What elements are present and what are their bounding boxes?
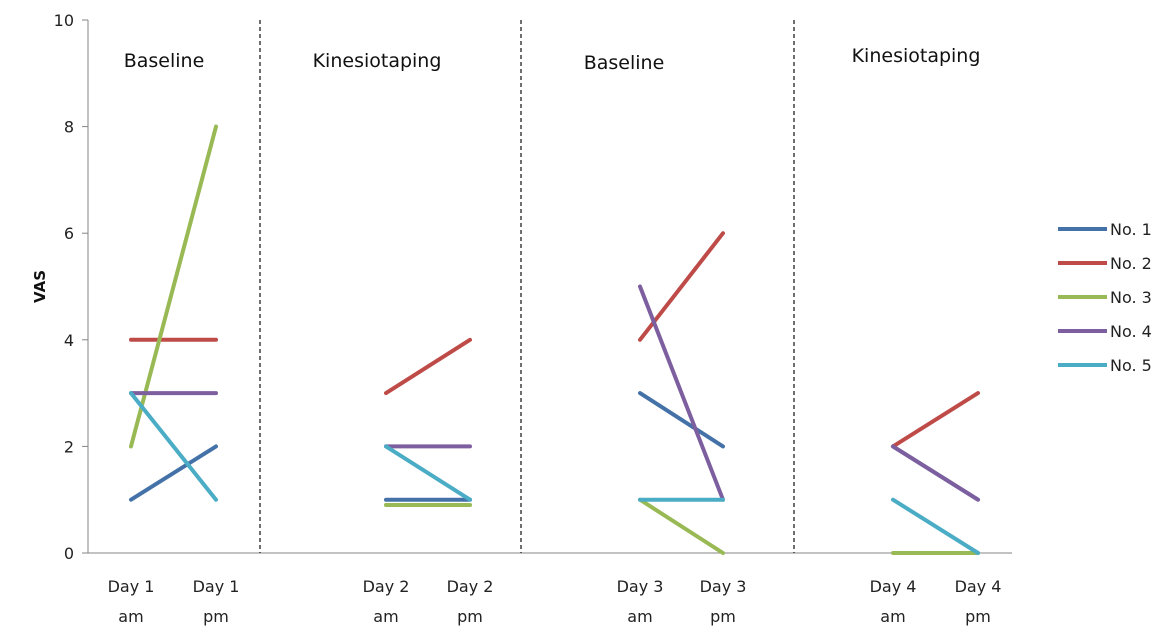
series-segment xyxy=(638,391,725,449)
series-segment xyxy=(891,391,980,449)
legend-item: No. 3 xyxy=(1058,288,1152,307)
y-tick-label: 4 xyxy=(64,331,74,350)
x-tick-label: Day 4 am xyxy=(870,577,917,626)
series-segment xyxy=(129,124,218,449)
phase-label: Baseline xyxy=(124,50,205,72)
y-axis-title: VAS xyxy=(31,270,49,303)
x-tick-label: Day 1 am xyxy=(108,577,155,626)
series-segment xyxy=(638,284,725,502)
series-segment xyxy=(638,497,725,555)
series-no-1 xyxy=(129,391,980,502)
y-tick-label: 6 xyxy=(64,224,74,243)
legend-label: No. 1 xyxy=(1110,220,1152,239)
series-segment xyxy=(384,337,472,396)
x-tick-label: Day 2 pm xyxy=(447,577,494,626)
x-tick-label: Day 1 pm xyxy=(193,577,240,626)
phase-label: Baseline xyxy=(584,52,665,74)
legend-label: No. 4 xyxy=(1110,322,1152,341)
phase-label: Kinesiotaping xyxy=(852,45,981,67)
y-tick-label: 8 xyxy=(64,118,74,137)
series-segment xyxy=(129,391,218,502)
legend-item: No. 1 xyxy=(1058,220,1152,239)
series-segment xyxy=(891,444,980,502)
y-tick-label: 2 xyxy=(64,437,74,456)
x-tick-label: Day 3 am xyxy=(617,577,664,626)
x-tick-label: Day 2 am xyxy=(363,577,410,626)
series-no-2 xyxy=(129,231,980,449)
legend-label: No. 3 xyxy=(1110,288,1152,307)
y-tick-label: 10 xyxy=(54,11,74,30)
y-tick-label: 0 xyxy=(64,544,74,563)
x-tick-label: Day 3 pm xyxy=(700,577,747,626)
series-no-3 xyxy=(129,124,980,555)
series-segment xyxy=(129,444,218,502)
series-no-5 xyxy=(129,391,980,555)
legend-item: No. 5 xyxy=(1058,356,1152,375)
phase-label: Kinesiotaping xyxy=(313,50,442,72)
legend-item: No. 2 xyxy=(1058,254,1152,273)
legend-item: No. 4 xyxy=(1058,322,1152,341)
x-tick-label: Day 4 pm xyxy=(955,577,1002,626)
series-segment xyxy=(384,444,472,502)
series-segment xyxy=(891,497,980,555)
series-no-4 xyxy=(129,284,980,502)
legend-label: No. 2 xyxy=(1110,254,1152,273)
legend-label: No. 5 xyxy=(1110,356,1152,375)
